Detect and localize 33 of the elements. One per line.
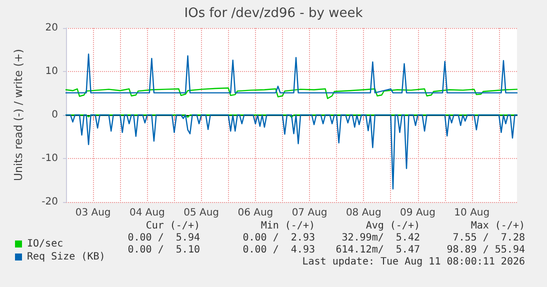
- y-tick-label: -20: [42, 196, 58, 208]
- text: 7.55 / 7.28: [452, 232, 525, 244]
- text: 32.99m/ 5.42: [342, 232, 420, 244]
- text: 0.00 / 5.94: [128, 232, 200, 244]
- y-tick-label: 10: [45, 66, 58, 77]
- text: Last update: Tue Aug 11 08:00:11 2026: [302, 256, 526, 268]
- text: 0.00 / 4.93: [242, 244, 315, 256]
- text: Max (-/+): [470, 220, 525, 232]
- line-series: [65, 54, 518, 94]
- text: 98.89 / 55.94: [446, 244, 525, 256]
- y-tick-label: 0: [52, 110, 58, 120]
- x-tick-label: 06 Aug: [238, 208, 274, 218]
- chart-title: IOs for /dev/zd96 - by week: [184, 6, 364, 21]
- text: Min (-/+): [260, 220, 315, 232]
- text: 0.00 / 2.93: [242, 232, 315, 244]
- text: 614.12m/ 5.47: [336, 244, 420, 256]
- line-series: [65, 87, 518, 100]
- legend-label: IO/sec: [27, 238, 64, 250]
- y-tick-label: 20: [45, 22, 58, 34]
- x-tick-label: 07 Aug: [292, 208, 328, 218]
- legend-label: Req Size (KB): [27, 252, 106, 262]
- y-axis-title: Units read (-) / write (+): [12, 48, 25, 182]
- x-tick-label: 05 Aug: [184, 208, 220, 218]
- x-tick-label: 08 Aug: [346, 208, 382, 218]
- y-tick-label: -10: [42, 153, 58, 164]
- text: 0.00 / 5.10: [128, 244, 200, 256]
- x-tick-label: 10 Aug: [454, 208, 490, 218]
- line-series: [65, 114, 518, 190]
- x-tick-label: 03 Aug: [75, 208, 111, 218]
- x-tick-label: 04 Aug: [129, 208, 165, 218]
- text: Avg (-/+): [366, 220, 420, 232]
- text: Cur (-/+): [146, 220, 200, 232]
- x-tick-label: 09 Aug: [400, 208, 436, 218]
